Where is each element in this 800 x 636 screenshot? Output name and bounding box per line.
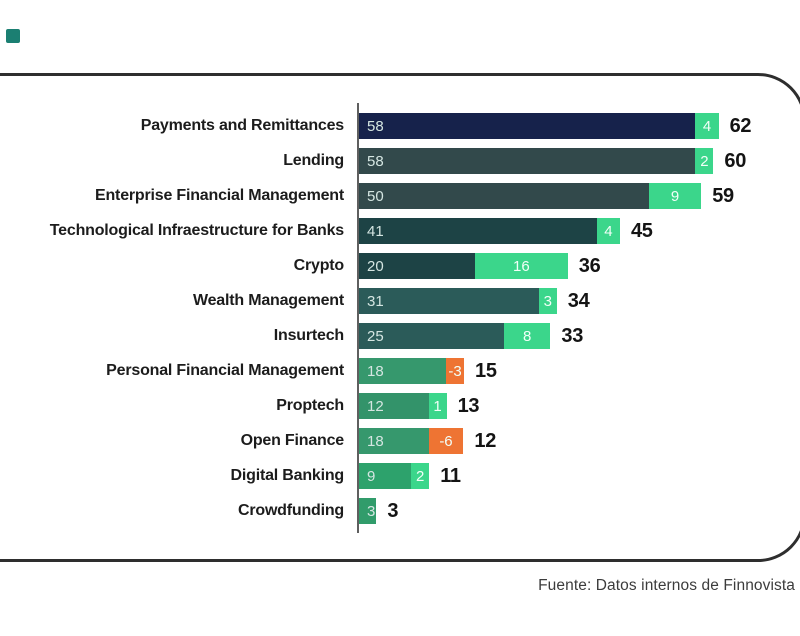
change-value-label: -3 — [448, 362, 462, 380]
bar-base-segment: 25 — [359, 323, 504, 349]
bar-base-segment: 20 — [359, 253, 475, 279]
base-value-label: 12 — [367, 397, 384, 415]
total-value-label: 34 — [567, 289, 590, 312]
chart-row: Payments and Remittances 58 4 62 — [0, 113, 800, 139]
category-label: Crypto — [293, 257, 345, 274]
bar-base-segment: 3 — [359, 498, 377, 524]
chart-row: Personal Financial Management 18 -3 15 — [0, 358, 800, 384]
bar-base-segment: 58 — [359, 148, 696, 174]
base-value-label: 18 — [367, 362, 384, 380]
bar-change-segment: 2 — [695, 148, 714, 174]
category-label: Personal Financial Management — [106, 362, 344, 379]
category-label: Wealth Management — [193, 292, 344, 309]
change-value-label: 8 — [523, 327, 532, 345]
bar-base-segment: 58 — [359, 113, 696, 139]
base-value-label: 20 — [367, 257, 384, 275]
category-label: Payments and Remittances — [140, 117, 344, 134]
total-value-label: 59 — [712, 184, 734, 207]
base-value-label: 58 — [367, 152, 384, 170]
bar-change-segment: 3 — [538, 288, 557, 314]
base-value-label: 3 — [367, 502, 376, 520]
category-label: Insurtech — [273, 327, 344, 344]
base-value-label: 9 — [367, 467, 376, 485]
change-value-label: 9 — [670, 187, 680, 205]
total-value-label: 13 — [457, 394, 480, 417]
bar-base-segment: 41 — [359, 218, 597, 244]
base-value-label: 25 — [367, 327, 384, 345]
chart-row: Crowdfunding 3 3 — [0, 498, 800, 524]
total-value-label: 36 — [578, 254, 601, 277]
change-value-label: 16 — [513, 257, 530, 275]
chart-baseline-axis — [357, 103, 359, 533]
chart-row: Digital Banking 9 2 11 — [0, 463, 800, 489]
chart-row: Open Finance 18 -6 12 — [0, 428, 800, 454]
bar-change-segment: -6 — [428, 428, 464, 454]
source-caption: Fuente: Datos internos de Finnovista — [538, 577, 795, 594]
brand-accent-square — [6, 29, 20, 43]
change-value-label: -6 — [439, 432, 453, 450]
change-value-label: 4 — [702, 117, 712, 135]
total-value-label: 60 — [724, 149, 747, 172]
bar-change-segment: 4 — [695, 113, 719, 139]
category-label: Proptech — [276, 397, 344, 414]
total-value-label: 11 — [440, 464, 461, 487]
bar-change-segment: 9 — [649, 183, 702, 209]
bar-change-segment: -3 — [446, 358, 464, 384]
bar-change-segment: 4 — [596, 218, 620, 244]
total-value-label: 12 — [474, 429, 497, 452]
chart-row: Lending 58 2 60 — [0, 148, 800, 174]
category-label: Enterprise Financial Management — [95, 187, 344, 204]
change-value-label: 2 — [416, 467, 425, 485]
base-value-label: 31 — [367, 292, 384, 310]
change-value-label: 3 — [543, 292, 552, 310]
category-label: Lending — [283, 152, 344, 169]
chart-row: Crypto 20 16 36 — [0, 253, 800, 279]
base-value-label: 58 — [367, 117, 384, 135]
bar-base-segment: 50 — [359, 183, 649, 209]
bar-base-segment: 31 — [359, 288, 539, 314]
total-value-label: 15 — [475, 359, 497, 382]
base-value-label: 50 — [367, 187, 384, 205]
bar-change-segment: 8 — [504, 323, 551, 349]
chart-row: Wealth Management 31 3 34 — [0, 288, 800, 314]
change-value-label: 2 — [700, 152, 709, 170]
bar-change-segment: 2 — [411, 463, 430, 489]
bar-change-segment: 1 — [428, 393, 447, 419]
base-value-label: 18 — [367, 432, 384, 450]
bar-chart: Payments and Remittances 58 4 62 Lending… — [0, 113, 800, 533]
total-value-label: 45 — [630, 219, 653, 242]
change-value-label: 4 — [604, 222, 613, 240]
category-label: Technological Infraestructure for Banks — [49, 222, 344, 239]
total-value-label: 33 — [561, 324, 584, 347]
category-label: Digital Banking — [230, 467, 345, 484]
chart-panel-border — [0, 73, 800, 562]
total-value-label: 62 — [729, 114, 752, 137]
bar-base-segment: 18 — [359, 428, 429, 454]
base-value-label: 41 — [367, 222, 384, 240]
bar-change-segment: 16 — [475, 253, 568, 279]
bar-base-segment: 9 — [359, 463, 412, 489]
chart-row: Enterprise Financial Management 50 9 59 — [0, 183, 800, 209]
bar-base-segment: 12 — [359, 393, 429, 419]
total-value-label: 3 — [387, 499, 399, 522]
category-label: Crowdfunding — [237, 502, 344, 519]
chart-row: Technological Infraestructure for Banks … — [0, 218, 800, 244]
bar-base-segment: 18 — [359, 358, 446, 384]
chart-row: Insurtech 25 8 33 — [0, 323, 800, 349]
chart-row: Proptech 12 1 13 — [0, 393, 800, 419]
category-label: Open Finance — [240, 432, 345, 449]
change-value-label: 1 — [433, 397, 442, 415]
